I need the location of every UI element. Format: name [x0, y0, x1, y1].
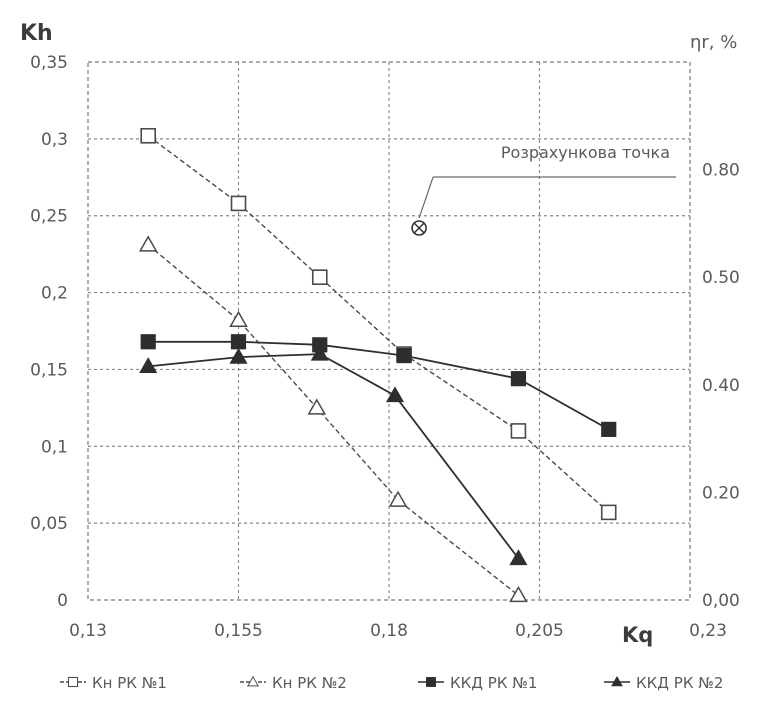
x-tick-label: 0,13 [69, 621, 107, 641]
data-point [138, 235, 158, 252]
y-axis-title: Kh [20, 21, 53, 46]
annotation-label: Розрахункова точка [501, 143, 670, 162]
y-tick-label: 0 [57, 591, 68, 611]
x-tick-label: 0,205 [515, 621, 564, 641]
grid-layer [87, 61, 691, 601]
data-point [230, 334, 247, 350]
data-point [140, 127, 156, 144]
y2-tick-label: 0.80 [702, 161, 740, 181]
data-point [307, 398, 327, 415]
x-axis-title: Kq [622, 623, 653, 647]
y2-tick-label: 0.50 [702, 268, 740, 288]
data-point [600, 504, 617, 521]
series-3 [140, 334, 617, 437]
y2-tick-label: 0,00 [702, 591, 740, 611]
data-point [388, 490, 408, 507]
y-tick-label: 0,3 [41, 130, 68, 150]
annotation-layer: Розрахункова точка [411, 143, 676, 236]
legend-label: ККД РК №2 [636, 674, 723, 692]
legend-layer: Кн РК №1 Кн РК №2 ККД РК №1 ККД РК №2 [60, 674, 723, 692]
data-point [139, 357, 158, 373]
series-layer [138, 127, 617, 603]
series-1 [140, 127, 617, 521]
legend-item: Кн РК №1 [60, 674, 167, 692]
legend-label: ККД РК №1 [450, 674, 537, 692]
data-point [140, 334, 156, 350]
data-point [385, 386, 405, 403]
series-line [148, 353, 520, 560]
y-tick-label: 0,05 [30, 514, 68, 534]
data-point [509, 549, 528, 566]
y-tick-label: 0,25 [30, 207, 68, 227]
y2-axis-title: ηr, % [690, 32, 737, 53]
data-point [310, 344, 329, 361]
legend-marker [611, 676, 623, 687]
y-tick-label: 0,2 [41, 284, 68, 304]
series-line [147, 244, 519, 596]
x-tick-label: 0,155 [214, 621, 263, 641]
data-point [229, 310, 248, 327]
data-point [311, 269, 328, 286]
data-point [509, 585, 528, 603]
data-point [230, 195, 247, 212]
series-line [148, 340, 610, 431]
legend-label: Кн РК №2 [272, 674, 347, 692]
legend-item: Кн РК №2 [240, 674, 347, 692]
design-point-cross [413, 222, 425, 234]
y-tick-label: 0,15 [30, 360, 68, 380]
tick-layer: 0 0,05 0,1 0,15 0,2 0,25 0,3 0,35 0,13 0,155 0,18 0… [30, 53, 740, 641]
y-tick-label: 0,1 [41, 437, 68, 457]
x-tick-label: 0,23 [689, 621, 727, 641]
data-point [510, 371, 527, 387]
y2-tick-label: 0.40 [702, 376, 740, 396]
annotation-leader [418, 176, 434, 219]
x-tick-label: 0,18 [370, 621, 408, 641]
y2-tick-label: 0.20 [702, 483, 740, 503]
y-tick-label: 0,35 [30, 53, 68, 73]
legend-marker [426, 677, 436, 687]
series-4 [139, 344, 528, 566]
data-point [601, 421, 617, 437]
legend-item: ККД РК №1 [418, 674, 537, 692]
legend-item: ККД РК №2 [604, 674, 723, 692]
series-2 [138, 235, 528, 603]
legend-label: Кн РК №1 [92, 674, 167, 692]
data-point [396, 347, 412, 364]
legend-marker [67, 676, 79, 688]
data-point [229, 347, 248, 364]
data-point [510, 423, 527, 439]
series-line [147, 135, 610, 513]
legend-marker [246, 675, 260, 687]
